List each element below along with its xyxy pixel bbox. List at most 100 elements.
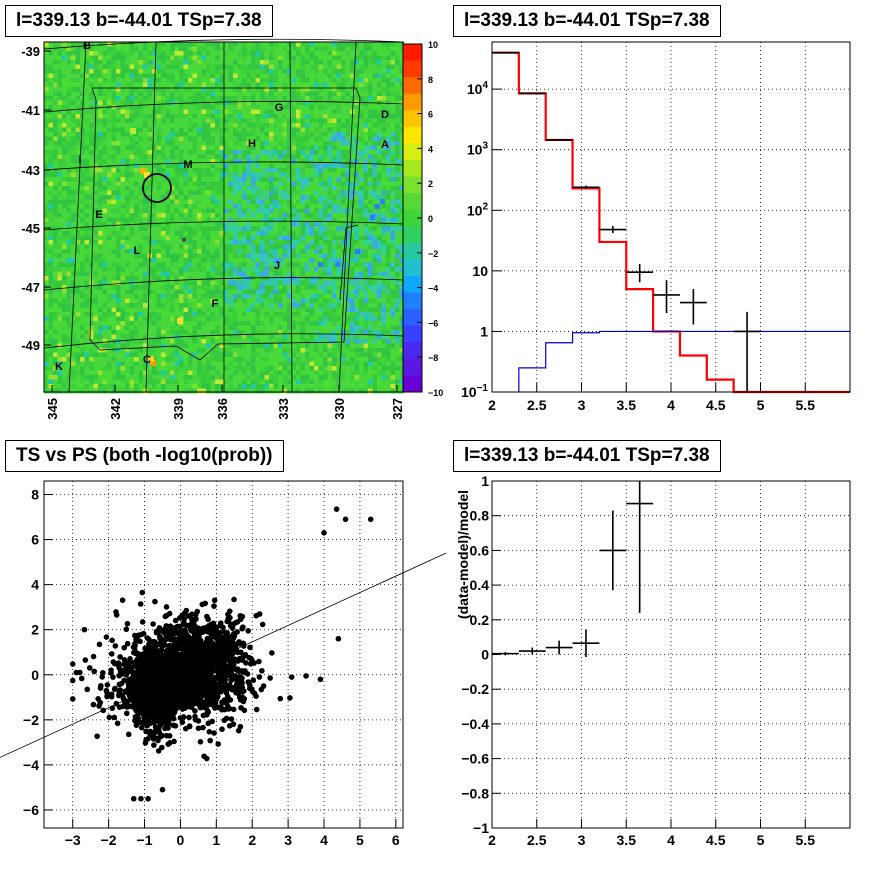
heatmap-cell xyxy=(359,132,364,137)
heatmap-cell xyxy=(192,312,198,317)
heatmap-cell xyxy=(152,145,157,151)
heatmap-cell xyxy=(359,60,364,65)
heatmap-cell xyxy=(84,235,90,241)
heatmap-cell xyxy=(125,60,130,65)
heatmap-cell xyxy=(282,285,288,290)
heatmap-cell xyxy=(120,51,126,56)
heatmap-cell xyxy=(75,159,81,164)
heatmap-cell xyxy=(219,181,225,187)
heatmap-cell xyxy=(206,280,211,286)
heatmap-cell xyxy=(395,123,400,128)
heatmap-cell xyxy=(251,222,256,227)
heatmap-cell xyxy=(309,213,315,218)
heatmap-cell xyxy=(246,123,252,128)
heatmap-cell xyxy=(309,231,315,236)
heatmap-cell xyxy=(75,168,81,173)
heatmap-cell xyxy=(174,280,180,286)
heatmap-cell xyxy=(237,114,243,119)
heatmap-cell xyxy=(242,226,247,232)
heatmap-cell xyxy=(152,190,157,196)
heatmap-cell xyxy=(224,226,229,232)
heatmap-cell xyxy=(372,118,378,124)
heatmap-cell xyxy=(323,141,328,146)
heatmap-cell xyxy=(170,154,175,160)
heatmap-cell xyxy=(372,127,378,133)
heatmap-cell xyxy=(255,55,261,61)
heatmap-cell xyxy=(278,235,283,241)
heatmap-cell xyxy=(291,168,297,173)
heatmap-cell xyxy=(107,114,112,119)
heatmap-cell xyxy=(269,235,274,241)
heatmap-cell xyxy=(318,172,324,178)
heatmap-cell xyxy=(80,154,85,160)
heatmap-cell xyxy=(107,51,112,56)
heatmap-cell xyxy=(44,159,49,164)
heatmap-cell xyxy=(269,42,274,47)
heatmap-cell xyxy=(192,46,198,52)
heatmap-cell xyxy=(215,307,220,313)
heatmap-cell xyxy=(287,96,292,101)
heatmap-cell xyxy=(201,132,207,137)
heatmap-cell xyxy=(161,100,166,106)
heatmap-cell xyxy=(305,141,310,146)
heatmap-cell xyxy=(305,163,310,169)
heatmap-cell xyxy=(62,105,67,110)
heatmap-cell xyxy=(359,114,364,119)
heatmap-cell xyxy=(165,154,171,160)
heatmap-cell xyxy=(107,172,112,178)
heatmap-cell xyxy=(390,132,396,137)
heatmap-cell xyxy=(264,150,270,155)
heatmap-cell xyxy=(372,231,378,236)
heatmap-cell xyxy=(318,181,324,187)
heatmap-cell xyxy=(381,64,387,70)
heatmap-cell xyxy=(363,118,369,124)
heatmap-cell xyxy=(359,289,364,295)
heatmap-cell xyxy=(350,127,355,133)
heatmap-cell xyxy=(102,307,108,313)
heatmap-cell xyxy=(134,312,139,317)
heatmap-cell xyxy=(183,249,189,254)
heatmap-cell xyxy=(206,168,211,173)
heatmap-cell xyxy=(143,132,148,137)
heatmap-cell xyxy=(341,159,346,164)
heatmap-cell xyxy=(372,249,378,254)
heatmap-cell xyxy=(273,276,279,281)
heatmap-cell xyxy=(89,321,94,326)
heatmap-cell xyxy=(93,276,99,281)
heatmap-cell xyxy=(134,276,139,281)
heatmap-cell xyxy=(332,177,337,182)
heatmap-cell xyxy=(206,91,211,97)
heatmap-cell xyxy=(44,82,49,88)
heatmap-cell xyxy=(368,235,373,241)
heatmap-cell xyxy=(255,244,261,250)
heatmap-cell xyxy=(359,109,364,115)
heatmap-cell xyxy=(350,132,355,137)
heatmap-cell xyxy=(399,307,405,313)
heatmap-cell xyxy=(179,235,184,241)
heatmap-cell xyxy=(215,100,220,106)
heatmap-cell xyxy=(134,163,139,169)
heatmap-cell xyxy=(246,235,252,241)
heatmap-cell xyxy=(98,199,103,205)
heatmap-cell xyxy=(102,78,108,83)
heatmap-cell xyxy=(269,64,274,70)
heatmap-cell xyxy=(53,249,58,254)
heatmap-cell xyxy=(255,73,261,79)
heatmap-cell xyxy=(386,172,391,178)
heatmap-cell xyxy=(201,168,207,173)
heatmap-cell xyxy=(395,172,400,178)
heatmap-cell xyxy=(390,123,396,128)
heatmap-cell xyxy=(215,271,220,277)
heatmap-cell xyxy=(314,46,319,52)
heatmap-cell xyxy=(246,181,252,187)
heatmap-cell xyxy=(53,163,58,169)
heatmap-cell xyxy=(71,163,76,169)
heatmap-cell xyxy=(224,190,229,196)
heatmap-cell xyxy=(399,303,405,308)
heatmap-cell xyxy=(84,298,90,304)
heatmap-cell xyxy=(102,114,108,119)
heatmap-cell xyxy=(359,177,364,182)
heatmap-cell xyxy=(233,82,238,88)
heatmap-cell xyxy=(89,235,94,241)
heatmap-cell xyxy=(332,208,337,214)
